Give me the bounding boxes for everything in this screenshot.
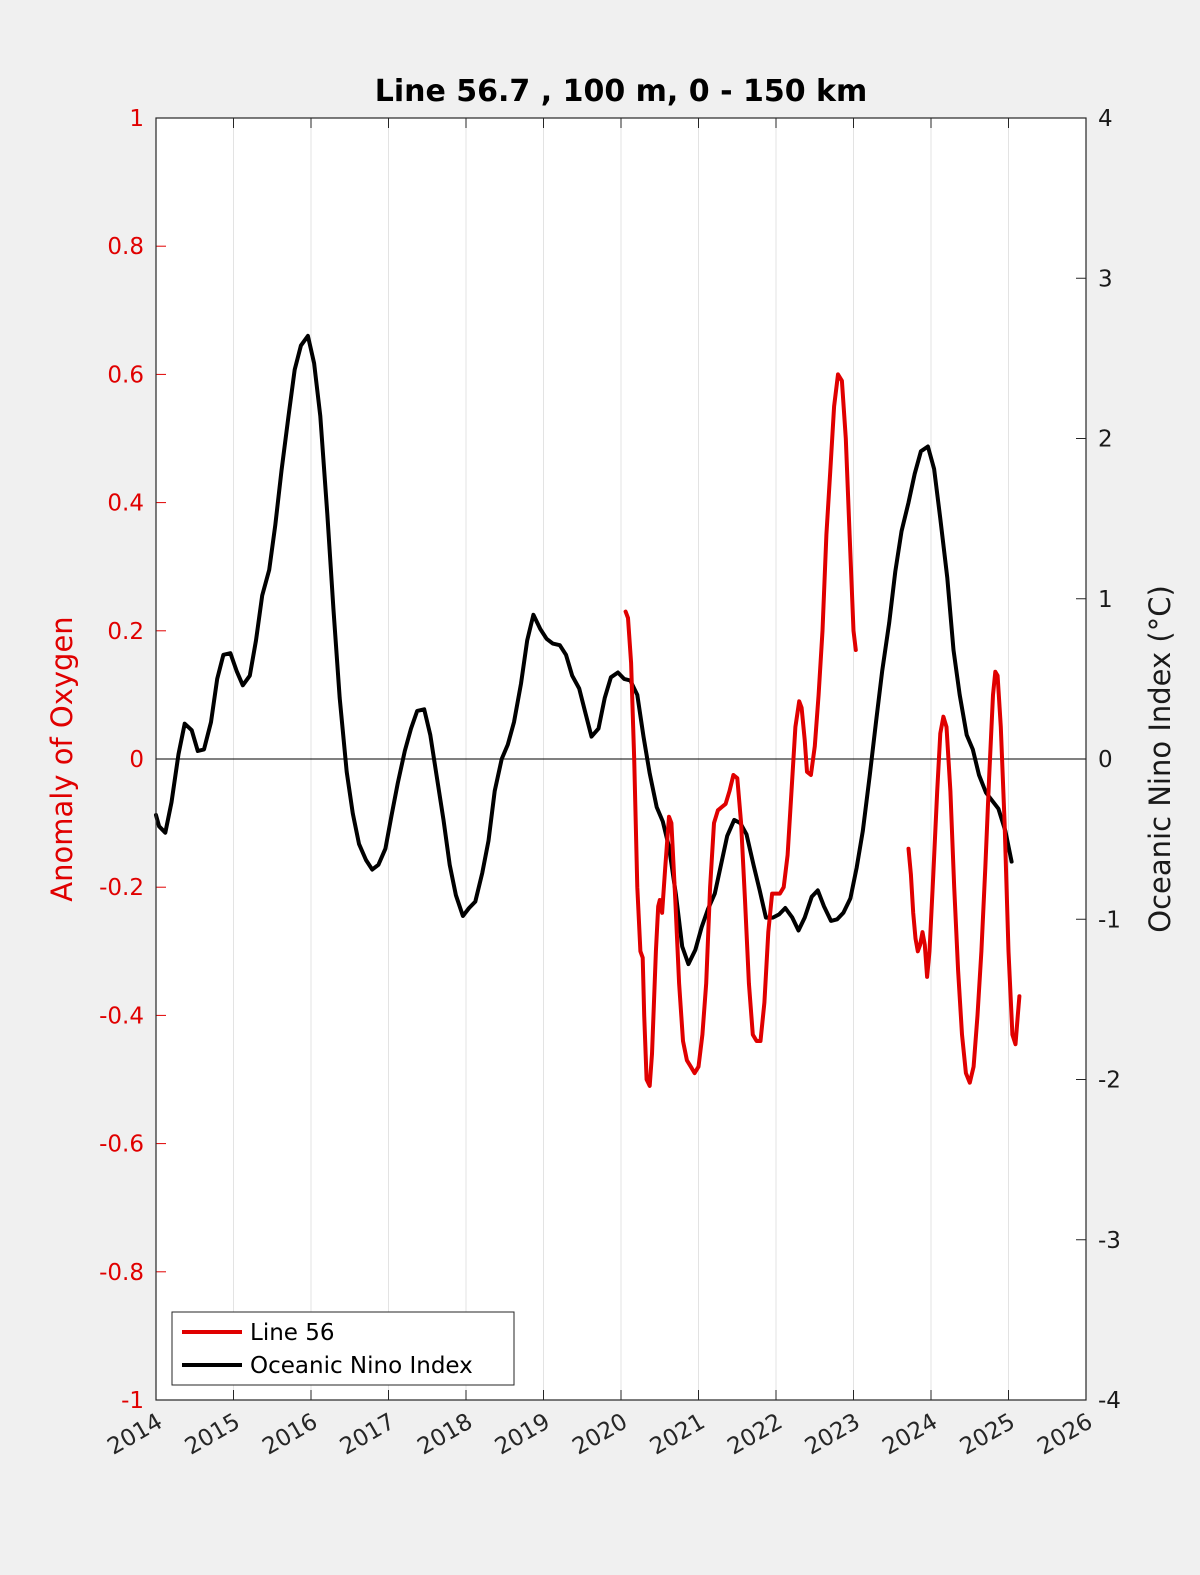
left-tick-label: 0.2 xyxy=(107,619,144,645)
x-tick-label: 2021 xyxy=(646,1409,710,1461)
right-tick-label: 4 xyxy=(1098,106,1113,132)
left-tick-label: -0.6 xyxy=(99,1132,144,1158)
left-tick-label: -0.2 xyxy=(99,875,144,901)
left-axis-tick-labels: -1 -0.8 -0.6 -0.4 -0.2 0 0.2 0.4 0.6 0.8 1 xyxy=(99,106,144,1414)
left-tick-label: 0.6 xyxy=(107,362,144,388)
right-tick-label: -4 xyxy=(1098,1388,1121,1414)
x-axis-tick-labels: 2014 2015 2016 2017 2018 2019 2020 2021 2022 2023… xyxy=(103,1409,1097,1461)
legend-box xyxy=(171,1311,515,1386)
series-oceanic-nino-index xyxy=(154,333,1014,967)
right-tick-label: -1 xyxy=(1098,907,1121,933)
left-tick-label: 0.4 xyxy=(107,491,144,517)
legend-label-line-56: Line 56 xyxy=(250,1320,335,1346)
left-axis-label: Anomaly of Oxygen xyxy=(45,616,79,901)
right-axis-tick-labels: -4 -3 -2 -1 0 1 2 3 4 xyxy=(1098,106,1121,1414)
x-tick-label: 2019 xyxy=(491,1409,555,1461)
left-tick-label: 0 xyxy=(129,747,144,773)
right-axis-label: Oceanic Nino Index (°C) xyxy=(1143,585,1177,933)
left-tick-label: -0.8 xyxy=(99,1260,144,1286)
right-tick-label: -2 xyxy=(1098,1068,1121,1094)
legend-label-oceanic-nino-index: Oceanic Nino Index xyxy=(250,1353,473,1379)
x-tick-label: 2022 xyxy=(723,1409,787,1461)
left-tick-label: 1 xyxy=(129,106,144,132)
x-tick-label: 2025 xyxy=(956,1409,1020,1461)
right-tick-label: 3 xyxy=(1098,266,1113,292)
x-tick-label: 2014 xyxy=(103,1409,167,1461)
x-tick-label: 2018 xyxy=(413,1409,477,1461)
right-tick-label: -3 xyxy=(1098,1228,1121,1254)
left-tick-label: -0.4 xyxy=(99,1003,144,1029)
x-tick-label: 2016 xyxy=(258,1409,322,1461)
series-line xyxy=(154,333,1014,967)
right-tick-label: 2 xyxy=(1098,427,1113,453)
plot-frame xyxy=(155,117,1087,1401)
left-tick-label: -1 xyxy=(121,1388,144,1414)
x-tick-label: 2015 xyxy=(181,1409,245,1461)
x-tick-label: 2024 xyxy=(878,1409,942,1461)
chart-title: Line 56.7 , 100 m, 0 - 150 km xyxy=(375,74,868,109)
series-line-56 xyxy=(623,372,1022,1088)
x-tick-label: 2017 xyxy=(336,1409,400,1461)
right-tick-label: 0 xyxy=(1098,747,1113,773)
x-tick-label: 2020 xyxy=(568,1409,632,1461)
series-line xyxy=(906,669,1022,1085)
series-line xyxy=(623,372,858,1088)
right-tick-label: 1 xyxy=(1098,587,1113,613)
x-tick-label: 2023 xyxy=(801,1409,865,1461)
left-tick-label: 0.8 xyxy=(107,234,144,260)
x-tick-label: 2026 xyxy=(1033,1409,1097,1461)
legend: Line 56 Oceanic Nino Index xyxy=(171,1311,515,1386)
